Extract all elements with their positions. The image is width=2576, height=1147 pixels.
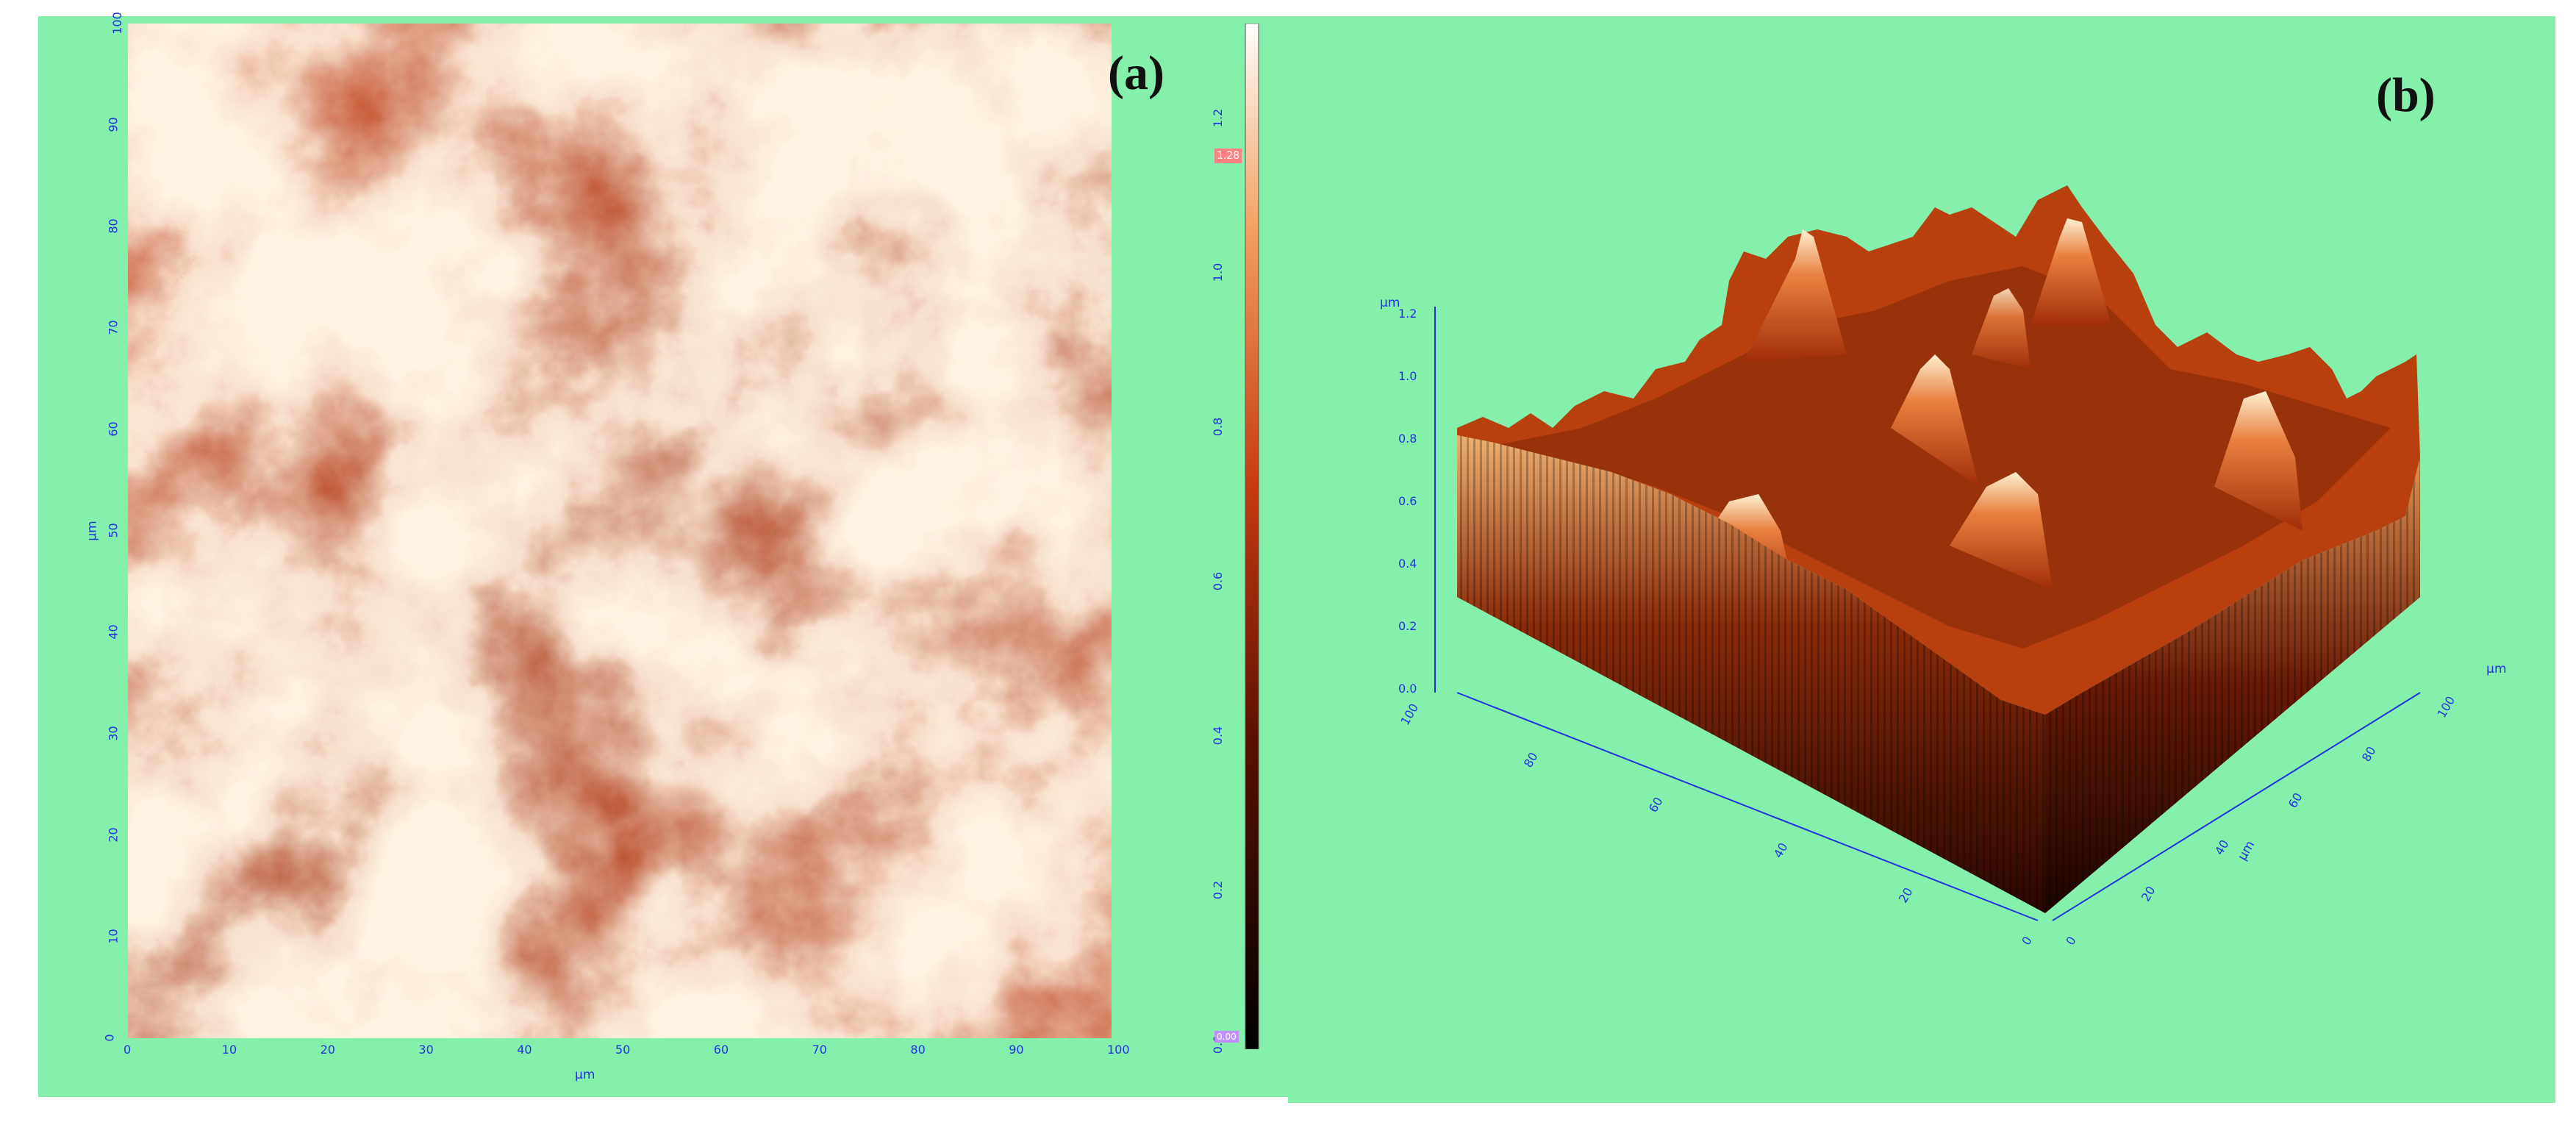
colorbar-tick: 1.0 (1211, 262, 1226, 282)
map-y-tick: 50 (106, 523, 121, 538)
colorbar-tick: 0.2 (1211, 880, 1226, 900)
afm-height-map (128, 24, 1112, 1038)
map-x-tick: 90 (1009, 1043, 1024, 1057)
z-tick: 0.4 (1398, 557, 1417, 571)
peak-4 (1950, 472, 2053, 590)
height-colorbar (1245, 24, 1259, 1049)
peak-6 (2214, 391, 2303, 531)
map-x-tick: 10 (221, 1043, 237, 1057)
map-x-tick: 70 (812, 1043, 827, 1057)
peak-2 (2031, 218, 2111, 325)
z-tick: 0.0 (1398, 682, 1417, 696)
z-tick: 0.2 (1398, 619, 1417, 633)
map-x-tick: 30 (418, 1043, 434, 1057)
surface-texture (1472, 266, 2391, 648)
z-tick: 1.2 (1398, 307, 1417, 321)
afm-3d-panel: (b) (1288, 16, 2555, 1103)
map-y-tick: 0 (102, 1034, 117, 1042)
afm-3d-surface (1434, 185, 2421, 921)
map-y-tick: 20 (106, 827, 121, 843)
surface-wall-left-stripes (1457, 435, 2045, 913)
colorbar-min-badge: 0.00 (1214, 1031, 1239, 1043)
map-y-tick: 90 (106, 117, 121, 132)
map-y-tick: 40 (106, 624, 121, 640)
right-axis-unit: µm (2486, 662, 2507, 676)
peak-7 (1972, 288, 2031, 369)
afm-2d-panel: 0 10 20 30 40 50 60 70 80 90 100 µm 0 10 20 30 40 50 60 7… (38, 12, 1306, 1097)
map-y-tick: 60 (106, 421, 121, 437)
map-x-tick: 80 (910, 1043, 926, 1057)
map-y-tick: 80 (106, 218, 121, 234)
surface-wall-right-stripes (2045, 457, 2420, 913)
map-x-tick: 60 (713, 1043, 729, 1057)
peak-3 (1891, 354, 1979, 487)
colorbar-tick: 0.8 (1211, 417, 1226, 437)
map-x-tick: 0 (124, 1043, 132, 1057)
z-tick: 0.6 (1398, 494, 1417, 508)
peak-1 (1744, 229, 1847, 362)
map-y-tick: 30 (106, 726, 121, 741)
map-x-tick: 100 (1107, 1043, 1130, 1057)
map-y-tick: 100 (110, 12, 124, 35)
z-axis-unit: µm (1380, 296, 1400, 310)
map-y-tick: 70 (106, 320, 121, 335)
map-x-tick: 50 (615, 1043, 631, 1057)
map-bright-peaks (128, 24, 1112, 1038)
map-x-tick: 40 (517, 1043, 532, 1057)
panel-a-label: (a) (1108, 46, 1164, 100)
z-tick: 1.0 (1398, 369, 1417, 383)
colorbar-max-badge: 1.28 (1214, 149, 1242, 163)
map-y-tick: 10 (106, 929, 121, 944)
panel-b-label: (b) (2376, 68, 2436, 122)
map-x-axis-unit: µm (575, 1068, 595, 1082)
map-x-tick: 20 (320, 1043, 335, 1057)
colorbar-tick: 0.6 (1211, 571, 1226, 591)
colorbar-tick: 0.4 (1211, 726, 1226, 746)
z-tick: 0.8 (1398, 432, 1417, 446)
colorbar-tick: 1.2 (1211, 108, 1226, 128)
map-y-axis-unit: µm (85, 521, 100, 541)
